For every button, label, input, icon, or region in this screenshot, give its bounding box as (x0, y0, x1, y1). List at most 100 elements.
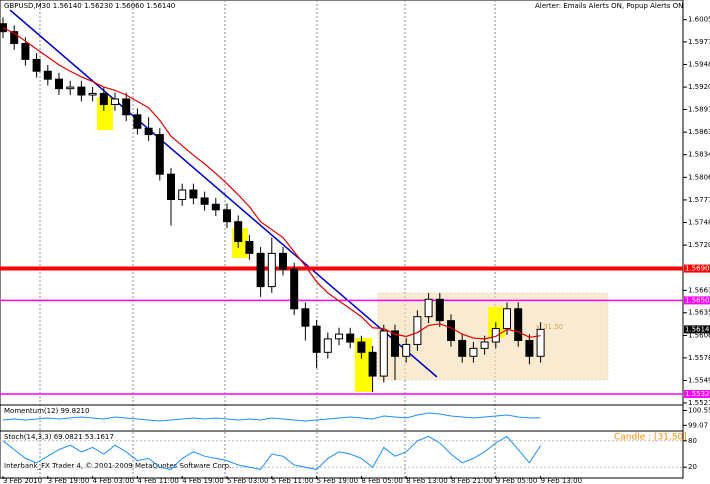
candle-body (335, 333, 343, 340)
candle-body (43, 70, 52, 80)
candle-body (346, 333, 355, 343)
y-tick-label: 1.55495 (688, 376, 710, 384)
candle-body (267, 252, 276, 288)
level-tag (684, 389, 710, 398)
candle-body (536, 328, 545, 357)
x-tick-label: 4 Feb 19:00 (182, 477, 223, 484)
candle-body (77, 86, 86, 96)
candle-body (368, 351, 377, 377)
candle-body (99, 92, 108, 106)
level-tag (684, 296, 710, 305)
plot-frame (0, 0, 684, 479)
candle-body (234, 221, 243, 242)
candle-body (200, 197, 209, 205)
y-tick-label: 99.07 (688, 421, 708, 429)
candle-body (189, 189, 198, 199)
y-tick-label: 1.59486 (688, 60, 710, 68)
candle-body (155, 134, 164, 175)
y-tick-label: 1.55780 (688, 354, 710, 362)
y-tick-label: 1.58631 (688, 128, 710, 136)
candle-body (88, 92, 97, 96)
y-tick-label: 1.60051 (688, 16, 710, 24)
trend-line (9, 9, 438, 378)
momentum-title: Momentum(12) 99.8210 (4, 407, 89, 415)
candle-label: Candle : [31.50] (614, 433, 687, 443)
candle-body (279, 252, 287, 270)
candle-body (55, 78, 63, 90)
candle-body (21, 43, 30, 60)
level-tag (684, 264, 710, 273)
y-tick-label: 1.56063 (688, 331, 710, 339)
y-tick-label: 1.58918 (688, 105, 710, 113)
candle-body (178, 189, 187, 201)
stoch-line (2, 435, 542, 470)
y-tick-label: 1.59200 (688, 83, 710, 91)
y-tick-label: 20 (688, 463, 697, 471)
x-tick-label: 4 Feb 03:00 (93, 477, 134, 484)
x-tick-label: 4 Feb 11:00 (137, 477, 178, 484)
candle-body (402, 343, 411, 357)
y-tick-label: 1.57204 (688, 241, 710, 249)
x-tick-label: 8 Feb 05:00 (361, 477, 402, 484)
level-label: 1.56506 (685, 296, 710, 304)
current-price-label: 1.56140 (685, 325, 710, 333)
footer: Interbank_FX Trader 4, © 2001-2009 MetaQ… (4, 462, 231, 470)
candle-body (245, 240, 254, 254)
candle-body (469, 347, 478, 357)
subtitle: Alerter: Emails Alerts ON, Popup Alerts … (535, 2, 683, 10)
candle-body (357, 341, 366, 353)
y-tick-label: 1.56350 (688, 309, 710, 317)
candle-body (480, 341, 489, 349)
candle-body (10, 31, 19, 45)
candle-body (447, 320, 455, 341)
candle-body (458, 339, 467, 357)
candle-body (256, 252, 265, 288)
candle-body (66, 86, 75, 90)
y-tick-label: 80 (688, 437, 697, 445)
candle-body (111, 98, 119, 106)
candle-body (133, 114, 142, 129)
x-tick-label: 5 Feb 03:00 (227, 477, 268, 484)
current-price-tag (684, 325, 710, 334)
candle-body (211, 203, 220, 211)
candle-body (323, 338, 332, 353)
y-tick-label: 100.55 (688, 407, 710, 415)
x-tick-label: 5 Feb 19:00 (317, 477, 358, 484)
candle-body (391, 330, 399, 357)
y-tick-label: 1.59771 (688, 38, 710, 46)
candle-body (525, 339, 534, 357)
candle-body (223, 209, 231, 223)
level-label: 1.56908 (685, 265, 710, 273)
y-tick-label: 1.55211 (688, 399, 710, 407)
y-tick-label: 1.58346 (688, 151, 710, 159)
candle-body (379, 330, 388, 377)
candle-body (312, 325, 321, 353)
candle-body (503, 308, 511, 330)
candle-body (167, 173, 175, 201)
x-tick-label: 3 Feb 2010 (3, 477, 42, 484)
candle-body (301, 308, 310, 327)
moving-average (2, 27, 541, 340)
x-tick-label: 8 Feb 21:00 (451, 477, 492, 484)
chart-title: GBPUSD,M30 1.56140 1.56230 1.56060 1.561… (4, 2, 175, 10)
candle-body (144, 127, 153, 136)
y-tick-label: 1.57489 (688, 219, 710, 227)
candle-body (32, 58, 41, 72)
level-label: 1.55324 (685, 390, 710, 398)
candle-body (424, 298, 433, 318)
candle-body (122, 98, 131, 116)
y-tick-label: 1.57775 (688, 196, 710, 204)
y-tick-label: 1.56633 (688, 286, 710, 294)
momentum-line (2, 412, 541, 422)
y-tick-label: 1.58060 (688, 173, 710, 181)
candle-body (290, 268, 299, 310)
x-tick-label: 9 Feb 05:00 (496, 477, 537, 484)
x-tick-label: 9 Feb 13:00 (541, 477, 582, 484)
candle-body (435, 298, 444, 322)
x-tick-label: 5 Feb 11:00 (272, 477, 313, 484)
candle-body (514, 308, 523, 341)
x-tick-label: 8 Feb 13:00 (406, 477, 447, 484)
x-tick-label: 3 Feb 19:00 (48, 477, 89, 484)
annotation: × 31.50 (535, 323, 563, 331)
